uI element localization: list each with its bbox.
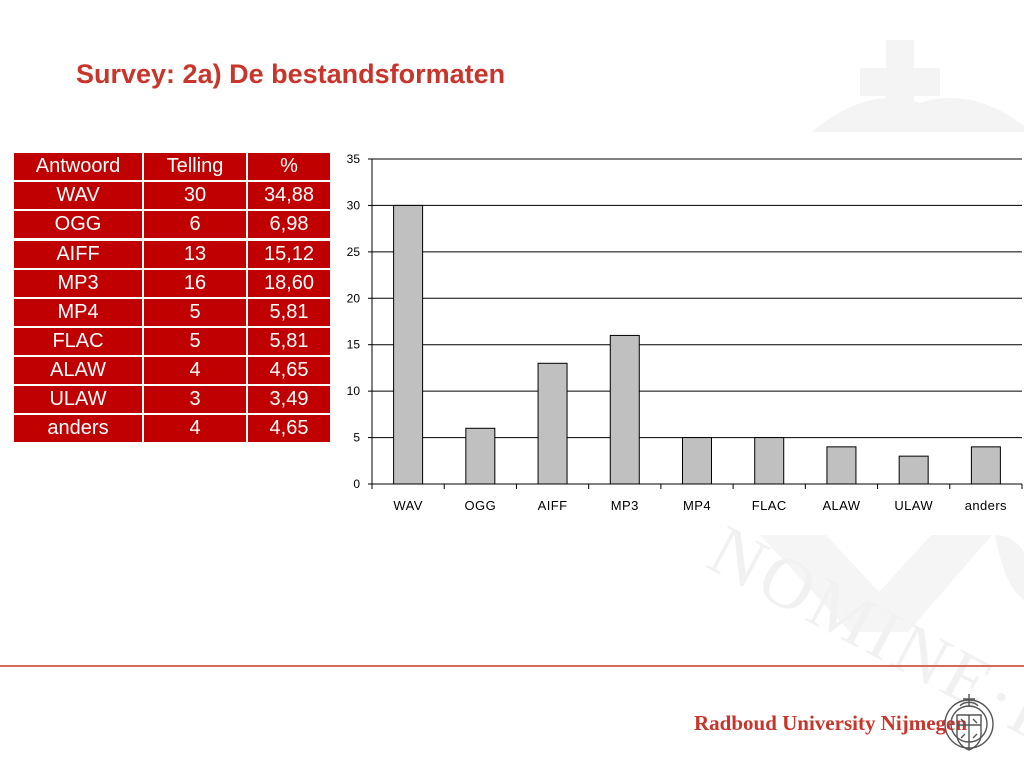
table-row: ULAW 3 3,49 [12,384,332,415]
bar-chart: 0 5 10 15 20 25 30 35 WAV OGG AIFF MP3 MP4 FLAC ALAW UL… [347,152,1023,513]
x-tick-label: ULAW [894,498,933,513]
bar-chart-container: 0 5 10 15 20 25 30 35 WAV OGG AIFF MP3 MP4 FLAC ALAW UL… [334,145,1024,530]
table-cell-percent: 3,49 [246,384,332,415]
table-cell-format: ALAW [12,355,144,386]
x-tick-label: MP4 [683,498,711,513]
table-cell-percent: 18,60 [246,268,332,299]
x-tick-label: FLAC [752,498,787,513]
x-tick-label: AIFF [538,498,568,513]
table-cell-percent: 6,98 [246,209,332,241]
y-tick-label: 0 [353,477,360,491]
table-body: WAV 30 34,88 OGG 6 6,98 AIFF 13 15,12 MP… [12,180,332,444]
table-header-row: Antwoord Telling % [12,151,332,182]
y-tick-label: 35 [347,152,361,166]
y-tick-label: 20 [347,291,361,305]
table-row: AIFF 13 15,12 [12,238,332,270]
table-cell-percent: 4,65 [246,413,332,444]
table-cell-count: 30 [142,180,248,211]
table-header-group: Antwoord Telling % [12,151,332,182]
table-cell-percent: 5,81 [246,297,332,328]
table-cell-format: anders [12,413,144,444]
y-tick-label: 10 [347,384,361,398]
table-cell-count: 3 [142,384,248,415]
table-cell-count: 6 [142,209,248,241]
x-tick-label: anders [965,498,1007,513]
table-cell-format: MP3 [12,268,144,299]
university-seal-icon [944,694,994,751]
table-cell-count: 4 [142,413,248,444]
table-row: anders 4 4,65 [12,413,332,444]
x-tick-label: WAV [393,498,422,513]
y-tick-label: 15 [347,338,361,352]
x-tick-label: ALAW [822,498,860,513]
y-tick-label: 25 [347,245,361,259]
y-tick-label: 30 [347,198,361,212]
table-cell-percent: 34,88 [246,180,332,211]
footer-divider [0,665,1024,667]
table-row: MP3 16 18,60 [12,268,332,299]
table-cell-count: 16 [142,268,248,299]
chart-bar [682,437,712,485]
survey-results-table: Antwoord Telling % WAV 30 34,88 OGG 6 6,… [12,151,332,444]
table-cell-percent: 5,81 [246,326,332,357]
table-cell-format: OGG [12,209,144,241]
x-tick-label: MP3 [611,498,639,513]
table-cell-format: WAV [12,180,144,211]
table-header-telling: Telling [142,151,248,182]
table-cell-percent: 15,12 [246,238,332,270]
table-cell-count: 4 [142,355,248,386]
chart-bar [537,362,568,485]
table-row: WAV 30 34,88 [12,180,332,211]
y-tick-label: 5 [353,431,360,445]
table-cell-format: ULAW [12,384,144,415]
chart-bar [393,204,424,485]
table-cell-percent: 4,65 [246,355,332,386]
table-cell-format: FLAC [12,326,144,357]
table-header-antwoord: Antwoord [12,151,144,182]
table-cell-count: 5 [142,326,248,357]
x-tick-label: OGG [465,498,497,513]
table-cell-format: MP4 [12,297,144,328]
table-cell-count: 5 [142,297,248,328]
table-row: ALAW 4 4,65 [12,355,332,386]
chart-bar [609,334,640,485]
table-header-percent: % [246,151,332,182]
table-row: FLAC 5 5,81 [12,326,332,357]
chart-bar [754,437,785,485]
table-row: MP4 5 5,81 [12,297,332,328]
table-row: OGG 6 6,98 [12,209,332,241]
chart-bar [898,455,929,485]
table-cell-format: AIFF [12,238,144,270]
chart-bar [970,446,1001,485]
chart-bar [465,427,496,485]
slide-title: Survey: 2a) De bestandsformaten [76,59,506,89]
table-cell-count: 13 [142,238,248,270]
chart-bar [826,446,857,485]
university-name: Radboud University Nijmegen [694,711,968,735]
